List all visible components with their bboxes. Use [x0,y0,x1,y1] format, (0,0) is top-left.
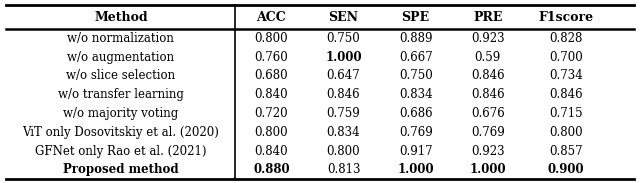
Text: 0.734: 0.734 [549,70,583,83]
Text: SPE: SPE [401,11,429,24]
Text: 0.880: 0.880 [253,163,290,176]
Text: 0.769: 0.769 [399,126,433,139]
Text: 0.846: 0.846 [549,88,583,101]
Text: 0.59: 0.59 [475,51,501,64]
Text: 1.000: 1.000 [470,163,506,176]
Text: 0.923: 0.923 [471,32,504,45]
Text: 1.000: 1.000 [325,51,362,64]
Text: 0.813: 0.813 [327,163,360,176]
Text: 0.923: 0.923 [471,145,504,158]
Text: 0.667: 0.667 [399,51,433,64]
Text: Method: Method [94,11,148,24]
Text: 0.700: 0.700 [549,51,583,64]
Text: 1.000: 1.000 [397,163,434,176]
Text: w/o slice selection: w/o slice selection [67,70,175,83]
Text: 0.647: 0.647 [326,70,360,83]
Text: 0.686: 0.686 [399,107,433,120]
Text: w/o transfer learning: w/o transfer learning [58,88,184,101]
Text: 0.840: 0.840 [255,88,288,101]
Text: 0.676: 0.676 [471,107,505,120]
Text: 0.769: 0.769 [471,126,505,139]
Text: 0.715: 0.715 [549,107,583,120]
Text: 0.834: 0.834 [399,88,433,101]
Text: w/o majority voting: w/o majority voting [63,107,179,120]
Text: 0.846: 0.846 [326,88,360,101]
Text: 0.846: 0.846 [471,70,504,83]
Text: ACC: ACC [257,11,286,24]
Text: w/o augmentation: w/o augmentation [67,51,175,64]
Text: 0.750: 0.750 [326,32,360,45]
Text: F1score: F1score [539,11,594,24]
Text: GFNet only Rao et al. (2021): GFNet only Rao et al. (2021) [35,145,207,158]
Text: w/o normalization: w/o normalization [67,32,174,45]
Text: 0.680: 0.680 [255,70,288,83]
Text: SEN: SEN [328,11,358,24]
Text: 0.889: 0.889 [399,32,433,45]
Text: 0.760: 0.760 [255,51,288,64]
Text: 0.800: 0.800 [326,145,360,158]
Text: 0.750: 0.750 [399,70,433,83]
Text: 0.840: 0.840 [255,145,288,158]
Text: 0.800: 0.800 [549,126,583,139]
Text: 0.800: 0.800 [255,126,288,139]
Text: 0.828: 0.828 [550,32,583,45]
Text: 0.720: 0.720 [255,107,288,120]
Text: 0.857: 0.857 [549,145,583,158]
Text: 0.846: 0.846 [471,88,504,101]
Text: 0.759: 0.759 [326,107,360,120]
Text: 0.917: 0.917 [399,145,433,158]
Text: 0.800: 0.800 [255,32,288,45]
Text: ViT only Dosovitskiy et al. (2020): ViT only Dosovitskiy et al. (2020) [22,126,220,139]
Text: Proposed method: Proposed method [63,163,179,176]
Text: 0.834: 0.834 [326,126,360,139]
Text: PRE: PRE [473,11,502,24]
Text: 0.900: 0.900 [548,163,584,176]
